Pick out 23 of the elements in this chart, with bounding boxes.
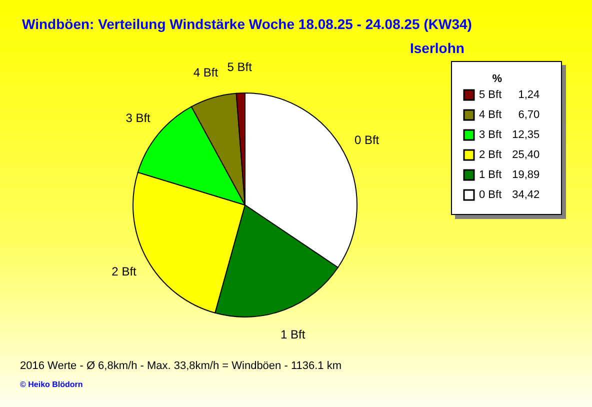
data-label: 19,89	[511, 168, 540, 180]
slice-label: 2 Bft	[112, 264, 138, 278]
text: © Heiko Blödorn	[20, 380, 83, 389]
data-label: 1,24	[517, 88, 540, 100]
legend-label: 1 Bft	[479, 169, 502, 181]
text: 2016 Werte - Ø 6,8km/h - Max. 33,8km/h = Windböen - 1136.1 km	[20, 360, 342, 372]
legend-label: 4 Bft	[479, 109, 502, 121]
slice-label: 0 Bft	[354, 133, 380, 148]
data-label: 6,70	[517, 108, 540, 120]
chart-subtitle: Iserlohn	[410, 40, 464, 56]
slice-label: 5 Bft	[227, 60, 253, 74]
legend-label: 2 Bft	[479, 149, 502, 161]
slice-label: 1 Bft	[280, 327, 306, 342]
data-label: 25,40	[511, 148, 540, 160]
legend-label: 0 Bft	[479, 189, 502, 201]
data-label: 12,35	[511, 128, 540, 140]
legend-label: 5 Bft	[479, 89, 502, 101]
data-label: 34,42	[511, 188, 540, 200]
chart-title: Windböen: Verteilung Windstärke Woche 18.08.25 - 24.08.25 (KW34)	[22, 16, 472, 32]
slice-label: 4 Bft	[193, 66, 219, 80]
legend-title: %	[492, 73, 502, 85]
slice-label: 3 Bft	[126, 110, 152, 125]
legend-label: 3 Bft	[479, 129, 502, 141]
